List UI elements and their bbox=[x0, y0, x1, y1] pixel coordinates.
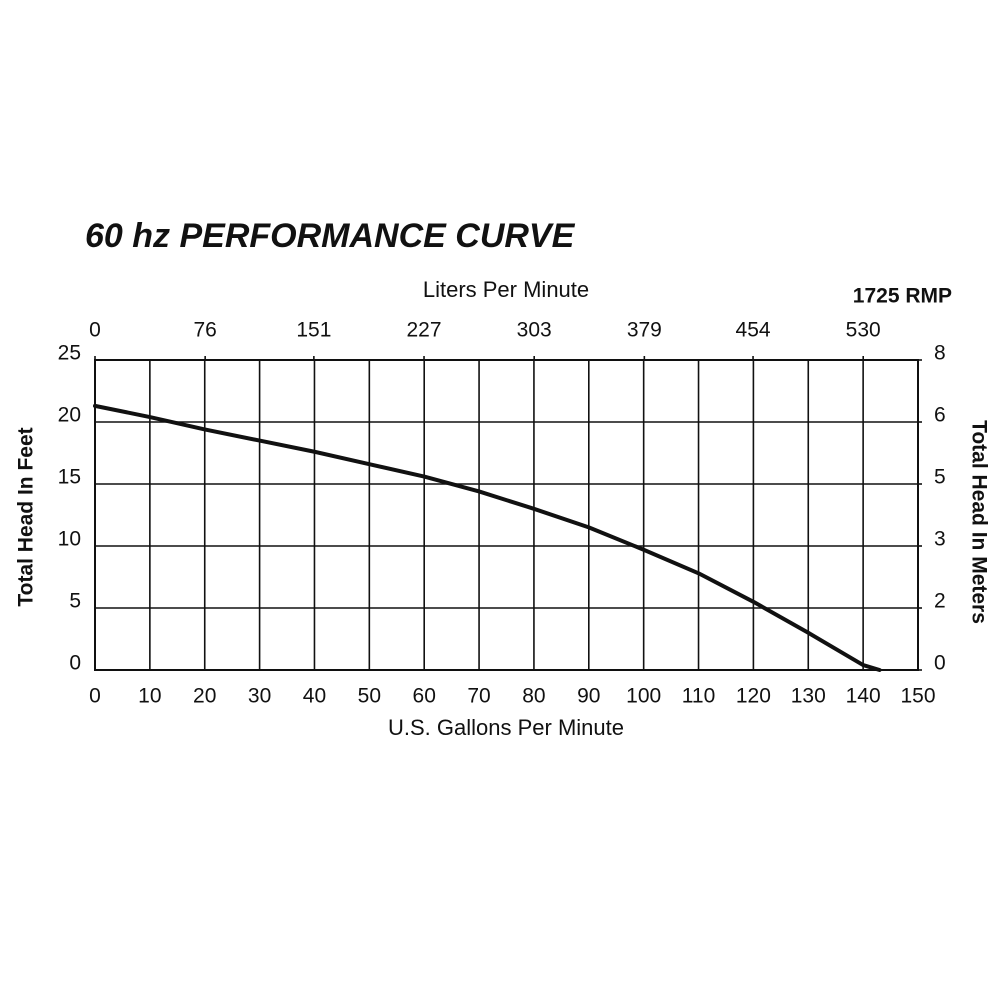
y2-tick-label: 5 bbox=[934, 466, 946, 489]
x-tick-label: 70 bbox=[467, 685, 490, 708]
x-tick-label: 100 bbox=[626, 685, 661, 708]
performance-curve bbox=[93, 403, 882, 672]
y-tick-label: 25 bbox=[58, 342, 81, 365]
y2-tick-label: 2 bbox=[934, 590, 946, 613]
y2-axis-title: Total Head In Meters bbox=[967, 420, 990, 624]
x-tick-label: 10 bbox=[138, 685, 161, 708]
y2-tick-label: 0 bbox=[934, 652, 946, 675]
x-tick-label: 90 bbox=[577, 685, 600, 708]
x2-tick-label: 227 bbox=[407, 319, 442, 342]
x-tick-label: 0 bbox=[89, 685, 101, 708]
x-tick-label: 120 bbox=[736, 685, 771, 708]
x-tick-label: 30 bbox=[248, 685, 271, 708]
x2-tick-label: 454 bbox=[736, 319, 771, 342]
speed-label: 1725 RMP bbox=[853, 285, 952, 308]
top-axis-title: Liters Per Minute bbox=[423, 277, 589, 302]
x2-tick-label: 379 bbox=[627, 319, 662, 342]
x2-tick-label: 151 bbox=[296, 319, 331, 342]
chart-title: 60 hz PERFORMANCE CURVE bbox=[85, 217, 576, 255]
x2-tick-label: 0 bbox=[89, 319, 101, 342]
y2-tick-label: 6 bbox=[934, 404, 946, 427]
y-tick-label: 10 bbox=[58, 528, 81, 551]
x-tick-label: 40 bbox=[303, 685, 326, 708]
y-tick-label: 0 bbox=[69, 652, 81, 675]
y-axis-title: Total Head In Feet bbox=[15, 427, 38, 606]
x-axis-title: U.S. Gallons Per Minute bbox=[388, 715, 624, 740]
y-tick-label: 5 bbox=[69, 590, 81, 613]
y-tick-label: 15 bbox=[58, 466, 81, 489]
x-tick-label: 140 bbox=[846, 685, 881, 708]
x2-tick-label: 530 bbox=[846, 319, 881, 342]
x2-tick-label: 76 bbox=[193, 319, 216, 342]
y-tick-label: 20 bbox=[58, 404, 81, 427]
x-tick-label: 130 bbox=[791, 685, 826, 708]
y2-tick-label: 3 bbox=[934, 528, 946, 551]
x2-tick-label: 303 bbox=[517, 319, 552, 342]
y2-tick-label: 8 bbox=[934, 342, 946, 365]
x-tick-label: 50 bbox=[358, 685, 381, 708]
x-tick-label: 110 bbox=[682, 685, 715, 708]
x-tick-label: 150 bbox=[900, 685, 935, 708]
x-tick-label: 80 bbox=[522, 685, 545, 708]
x-tick-label: 20 bbox=[193, 685, 216, 708]
x-tick-label: 60 bbox=[413, 685, 436, 708]
